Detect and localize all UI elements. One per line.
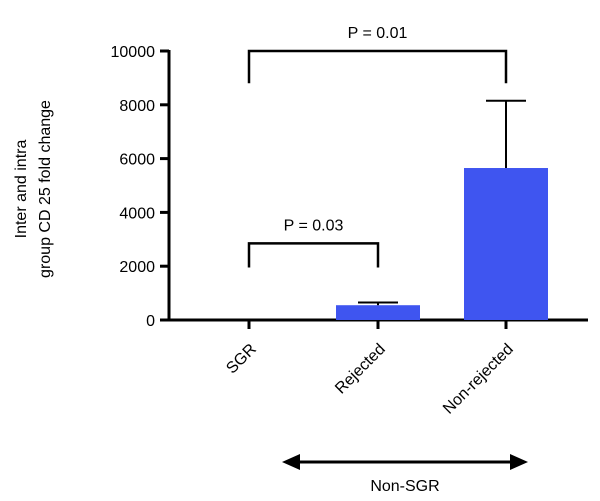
x-ticks: SGR Rejected Non-rejected xyxy=(223,320,517,418)
y-tick-label: 2000 xyxy=(119,259,155,276)
bar-rejected xyxy=(336,305,420,320)
y-tick-label: 0 xyxy=(146,313,155,330)
group-arrow: Non-SGR xyxy=(282,454,528,495)
x-tick-label: Rejected xyxy=(332,341,389,398)
p-value-label: P = 0.01 xyxy=(348,25,408,42)
bars xyxy=(336,99,548,320)
right-arrowhead-icon xyxy=(510,454,528,470)
p-value-label: P = 0.03 xyxy=(284,217,344,234)
y-tick-label: 10000 xyxy=(111,44,156,61)
y-axis-title-line-2: group CD 25 fold change xyxy=(37,100,54,278)
group-arrow-label: Non-SGR xyxy=(370,478,439,495)
y-tick-label: 4000 xyxy=(119,205,155,222)
x-tick-label: SGR xyxy=(223,341,260,378)
y-tick-label: 8000 xyxy=(119,98,155,115)
bar-non-rejected xyxy=(464,168,548,320)
y-ticks: 0 2000 4000 6000 8000 10000 xyxy=(111,44,169,330)
significance-bracket xyxy=(247,49,508,84)
significance-brackets: P = 0.03 P = 0.01 xyxy=(247,25,508,268)
y-tick-label: 6000 xyxy=(119,152,155,169)
significance-bracket xyxy=(247,242,380,268)
y-axis-title: Inter and intra group CD 25 fold change xyxy=(13,100,54,278)
x-tick-label: Non-rejected xyxy=(440,341,517,418)
left-arrowhead-icon xyxy=(282,454,300,470)
y-axis-title-line-1: Inter and intra xyxy=(13,140,30,239)
